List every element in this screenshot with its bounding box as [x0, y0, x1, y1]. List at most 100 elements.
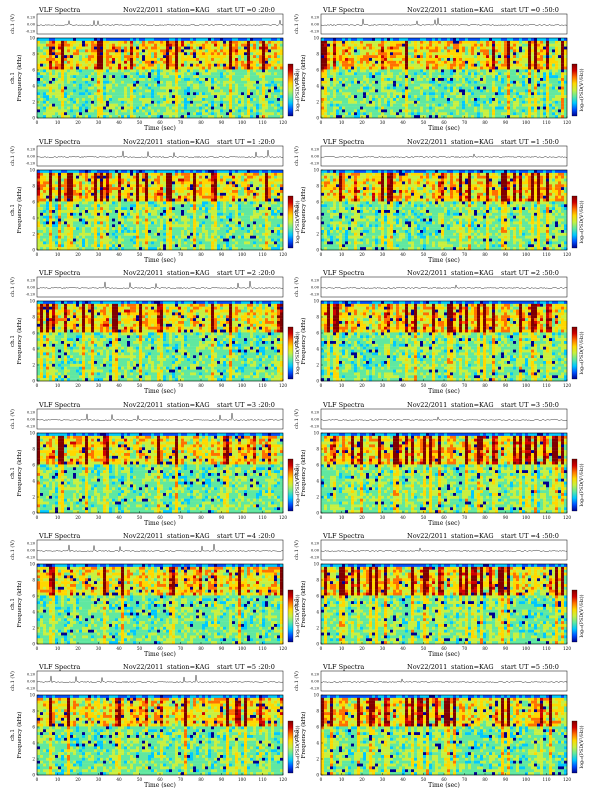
channel-label: ch.1	[10, 729, 16, 741]
y-tick-label: 8	[316, 184, 319, 189]
panel-start-time: start UT =2 :50:0	[501, 269, 559, 277]
x-tick-label: 90	[219, 252, 225, 257]
x-tick-label: 110	[543, 252, 551, 257]
x-tick-label: 0	[36, 120, 39, 125]
y-tick-label: 6	[32, 463, 35, 468]
colorbar-label: log₁₀(PSD(V²/Hz))	[578, 725, 585, 768]
channel-label: ch.1	[10, 467, 16, 479]
x-tick-label: 30	[96, 777, 102, 782]
panel-station: station=KAG	[451, 663, 494, 671]
x-tick-label: 50	[421, 383, 427, 388]
panel-start-time: start UT =1 :50:0	[501, 138, 559, 146]
x-tick-label: 110	[543, 777, 551, 782]
y-axis-label: Frequency (kHz)	[300, 712, 307, 759]
x-tick-label: 50	[421, 252, 427, 257]
panel-date: Nov22/2011	[407, 401, 447, 409]
y-tick-label: 4	[316, 479, 319, 484]
waveform-tick-label: 0.00	[311, 680, 320, 684]
panel-start-time: start UT =3 :20:0	[217, 401, 275, 409]
waveform-axis-label: ch.1 (V)	[9, 146, 16, 166]
waveform-axis-label: ch.1 (V)	[9, 671, 16, 691]
x-tick-label: 70	[178, 120, 184, 125]
waveform-tick-label: 0.00	[311, 23, 320, 27]
panel-station: station=KAG	[167, 138, 210, 146]
waveform-tick-label: -0.20	[310, 293, 320, 297]
x-tick-label: 10	[55, 515, 61, 520]
y-tick-label: 6	[316, 725, 319, 730]
waveform-axis-label: ch.1 (V)	[9, 14, 16, 34]
colorbar	[288, 721, 293, 773]
y-tick-label: 4	[32, 610, 35, 615]
y-axis-label: Frequency (kHz)	[16, 581, 23, 628]
x-tick-label: 50	[137, 383, 143, 388]
y-tick-label: 4	[32, 84, 35, 89]
x-tick-label: 20	[359, 383, 365, 388]
y-tick-label: 0	[316, 116, 319, 121]
x-tick-label: 120	[279, 120, 287, 125]
y-tick-label: 2	[316, 757, 319, 762]
waveform-box	[37, 671, 283, 691]
x-tick-label: 70	[462, 383, 468, 388]
y-tick-label: 10	[30, 562, 36, 567]
panel-start-time: start UT =2 :20:0	[217, 269, 275, 277]
y-tick-label: 2	[32, 363, 35, 368]
waveform-tick-label: 0.20	[311, 16, 320, 20]
y-tick-label: 8	[316, 447, 319, 452]
panel-start-time: start UT =0 :50:0	[501, 6, 559, 14]
waveform-box	[37, 277, 283, 297]
panel-station: station=KAG	[167, 269, 210, 277]
y-axis-label: Frequency (kHz)	[16, 318, 23, 365]
x-axis-label: Time (sec)	[428, 257, 460, 264]
x-tick-label: 100	[522, 646, 530, 651]
x-tick-label: 30	[96, 252, 102, 257]
y-tick-label: 0	[32, 116, 35, 121]
panel-start-time: start UT =0 :20:0	[217, 6, 275, 14]
panel-start-time: start UT =3 :50:0	[501, 401, 559, 409]
panel-start-time: start UT =5 :20:0	[217, 663, 275, 671]
x-tick-label: 80	[482, 120, 488, 125]
y-tick-label: 10	[30, 693, 36, 698]
waveform-tick-label: 0.00	[27, 155, 36, 159]
y-tick-label: 0	[316, 773, 319, 778]
waveform-axis-label: ch.1 (V)	[293, 671, 300, 691]
y-tick-label: 8	[316, 578, 319, 583]
x-axis-label: Time (sec)	[428, 782, 460, 789]
x-tick-label: 80	[198, 120, 204, 125]
panel-title: VLF Spectra	[38, 663, 80, 671]
y-tick-label: 6	[316, 68, 319, 73]
y-tick-label: 2	[32, 100, 35, 105]
y-tick-label: 10	[314, 168, 320, 173]
x-tick-label: 20	[359, 252, 365, 257]
waveform-tick-label: 0.20	[311, 542, 320, 546]
x-tick-label: 0	[320, 252, 323, 257]
x-tick-label: 70	[178, 777, 184, 782]
x-tick-label: 0	[320, 383, 323, 388]
y-tick-label: 4	[32, 216, 35, 221]
waveform-tick-label: 0.00	[311, 286, 320, 290]
x-tick-label: 20	[75, 120, 81, 125]
x-axis-label: Time (sec)	[428, 388, 460, 395]
x-tick-label: 30	[96, 120, 102, 125]
x-tick-label: 120	[563, 383, 571, 388]
y-tick-label: 0	[32, 511, 35, 516]
x-tick-label: 20	[75, 252, 81, 257]
y-tick-label: 10	[30, 168, 36, 173]
x-axis-label: Time (sec)	[144, 651, 176, 658]
x-tick-label: 0	[36, 515, 39, 520]
panel-date: Nov22/2011	[407, 269, 447, 277]
x-axis-label: Time (sec)	[144, 782, 176, 789]
x-tick-label: 40	[116, 646, 122, 651]
x-tick-label: 120	[563, 515, 571, 520]
x-tick-label: 100	[238, 120, 246, 125]
panel-start-time: start UT =1 :20:0	[217, 138, 275, 146]
panel-station: station=KAG	[451, 138, 494, 146]
x-tick-label: 10	[339, 646, 345, 651]
x-tick-label: 70	[462, 120, 468, 125]
x-tick-label: 90	[219, 646, 225, 651]
